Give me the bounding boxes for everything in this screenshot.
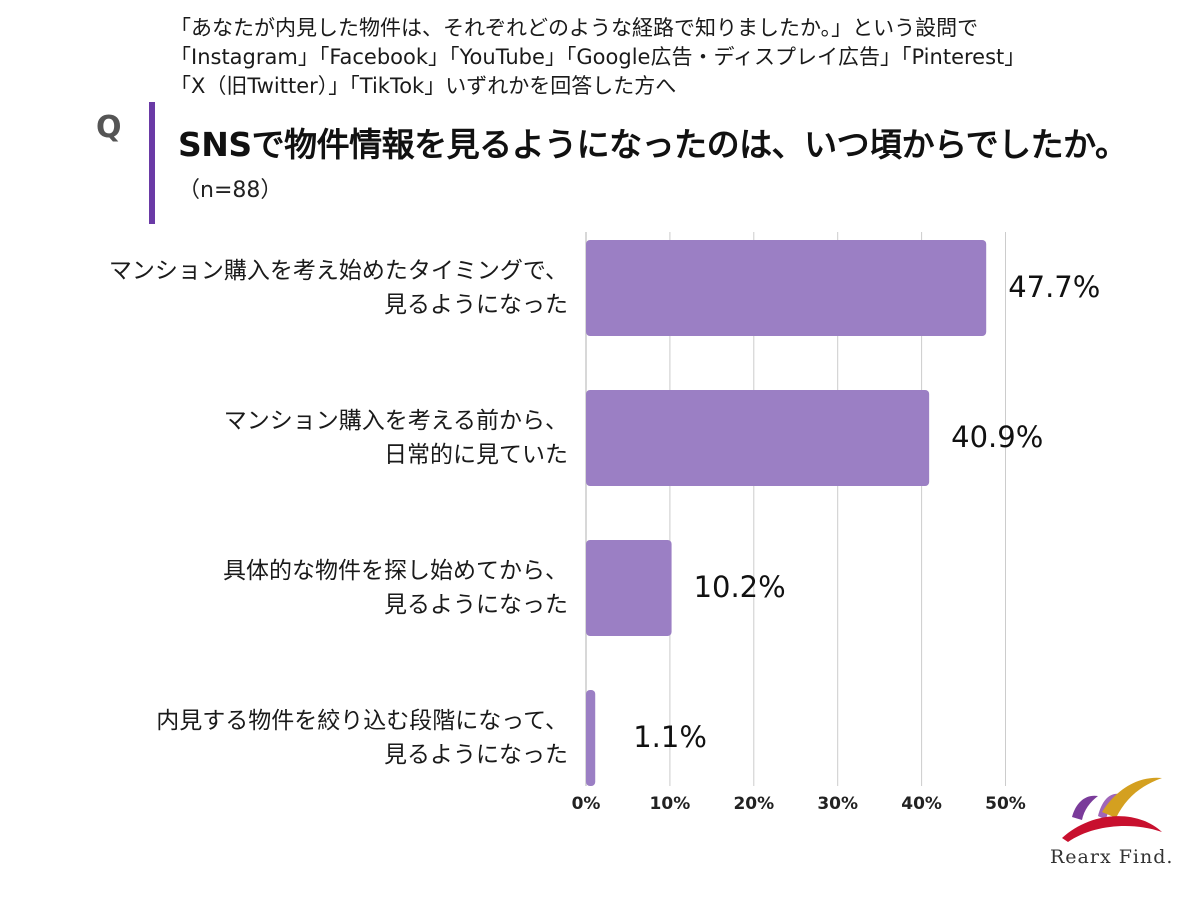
category-label-line: 内見する物件を絞り込む段階になって、 bbox=[156, 708, 568, 734]
preface-line-2: 「Instagram」「Facebook」「YouTube」「Google広告・… bbox=[170, 45, 1026, 69]
data-label: 40.9% bbox=[951, 420, 1044, 454]
preface-line-3: 「X（旧Twitter）」「TikTok」いずれかを回答した方へ bbox=[170, 74, 677, 98]
question-title: SNSで物件情報を見るようになったのは、いつ頃からでしたか。 bbox=[178, 125, 1128, 164]
logo-text: Rearx Find. bbox=[1050, 846, 1174, 868]
accent-rule bbox=[149, 102, 155, 224]
x-tick-label: 20% bbox=[733, 794, 775, 814]
category-label-line: 見るようになった bbox=[384, 742, 568, 768]
preface-text: 「あなたが内見した物件は、それぞれどのような経路で知りましたか。」という設問で … bbox=[170, 14, 1180, 101]
data-label: 47.7% bbox=[1008, 270, 1101, 304]
category-label: マンション購入を考える前から、日常的に見ていた bbox=[8, 404, 568, 472]
rearx-find-logo-icon bbox=[1062, 777, 1162, 842]
x-tick-label: 50% bbox=[985, 794, 1026, 814]
category-label-line: マンション購入を考える前から、 bbox=[223, 408, 568, 434]
category-label: 具体的な物件を探し始めてから、見るようになった bbox=[8, 554, 568, 622]
x-tick-label: 10% bbox=[649, 794, 691, 814]
category-label: マンション購入を考え始めたタイミングで、見るようになった bbox=[8, 254, 568, 322]
category-label-line: マンション購入を考え始めたタイミングで、 bbox=[108, 258, 568, 284]
x-tick-label: 0% bbox=[571, 794, 601, 814]
bar bbox=[586, 690, 596, 786]
data-label: 10.2% bbox=[693, 570, 786, 604]
preface-line-1: 「あなたが内見した物件は、それぞれどのような経路で知りましたか。」という設問で bbox=[170, 16, 979, 40]
category-label-line: 具体的な物件を探し始めてから、 bbox=[223, 558, 568, 584]
bar bbox=[586, 540, 672, 636]
category-label-line: 見るようになった bbox=[384, 592, 568, 618]
bar bbox=[586, 390, 930, 486]
category-label-line: 日常的に見ていた bbox=[384, 442, 568, 468]
sample-size: （n=88） bbox=[178, 178, 283, 203]
category-label: 内見する物件を絞り込む段階になって、見るようになった bbox=[8, 704, 568, 772]
bar bbox=[586, 240, 987, 336]
question-marker: Q bbox=[96, 110, 122, 145]
category-label-line: 見るようになった bbox=[384, 292, 568, 318]
x-tick-label: 30% bbox=[817, 794, 859, 814]
x-tick-label: 40% bbox=[901, 794, 942, 814]
data-label: 1.1% bbox=[633, 720, 707, 754]
